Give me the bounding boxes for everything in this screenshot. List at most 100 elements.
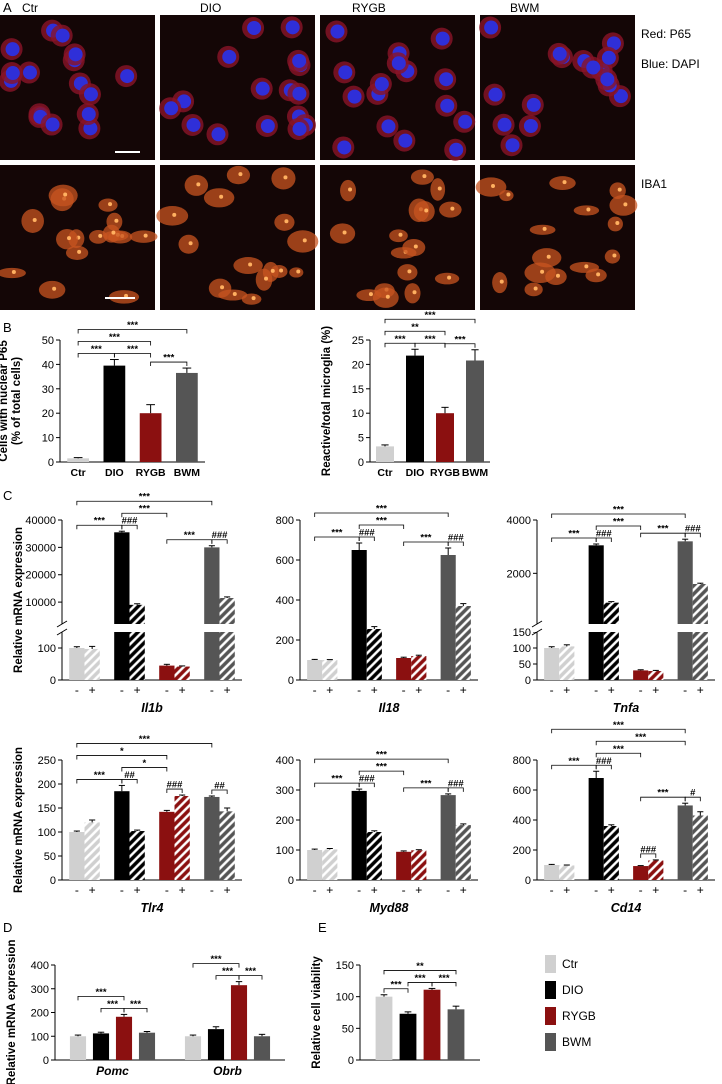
y-tick-label: 0 <box>50 675 56 687</box>
significance-label: *** <box>376 762 387 773</box>
significance-bracket <box>595 740 686 746</box>
significance-bracket <box>447 787 464 792</box>
x-tick-label: - <box>75 683 79 697</box>
microglia <box>48 184 78 207</box>
category-label: Pomc <box>96 1064 129 1078</box>
microglia <box>289 267 304 278</box>
microglia <box>609 182 626 199</box>
y-tick-label: 0 <box>50 875 56 887</box>
microglia-spot <box>279 268 284 273</box>
microglia-spot <box>188 241 193 246</box>
microglia-spot <box>617 187 622 192</box>
x-tick-label: - <box>357 883 361 897</box>
microglia-spot <box>232 292 237 297</box>
nucleus <box>247 20 262 35</box>
significance-label: *** <box>245 966 256 977</box>
y-tick-label: 400 <box>513 815 531 827</box>
significance-label: *** <box>376 516 387 527</box>
x-tick-label: + <box>460 683 467 697</box>
x-tick-label: - <box>210 883 214 897</box>
significance-label: *** <box>613 744 624 755</box>
microglia-spot <box>385 294 390 299</box>
microglia <box>21 208 44 233</box>
microglia-spot <box>264 276 269 281</box>
significance-label: ## <box>214 781 225 792</box>
bar <box>406 355 424 462</box>
nucleus <box>435 31 450 46</box>
nucleus <box>398 133 413 148</box>
x-tick-label: - <box>683 883 687 897</box>
microglia <box>529 224 556 235</box>
microglia-spot <box>499 279 504 284</box>
axis-break <box>57 624 247 632</box>
legend-swatch <box>545 955 556 973</box>
microglia-spot <box>584 264 589 269</box>
y-tick-label: 150 <box>336 960 354 972</box>
x-axis-label: Tlr4 <box>141 901 164 915</box>
significance-label: ### <box>359 528 376 539</box>
x-tick-label: + <box>134 683 141 697</box>
microglia <box>178 234 199 254</box>
bar <box>603 602 619 680</box>
category-label: Obrb <box>213 1064 242 1078</box>
microglia-spot <box>348 187 353 192</box>
microglia-spot <box>450 206 455 211</box>
microglia-spot <box>143 233 148 238</box>
nucleus <box>381 119 396 134</box>
bar <box>103 365 126 462</box>
y-tick-label: 200 <box>276 815 294 827</box>
x-tick-label: + <box>179 883 186 897</box>
microglia-spot <box>52 286 57 291</box>
nucleus <box>449 142 464 157</box>
x-tick-label: + <box>326 683 333 697</box>
significance-label: ### <box>596 529 613 540</box>
microglia-spot <box>437 186 442 191</box>
x-tick-label: + <box>563 683 570 697</box>
channel-label: Blue: DAPI <box>641 57 700 71</box>
significance-bracket <box>595 764 612 770</box>
x-tick-label: - <box>313 683 317 697</box>
microglia <box>274 213 295 231</box>
microglia-spot <box>546 254 551 259</box>
microglia <box>524 262 556 284</box>
y-tick-label: 400 <box>276 595 294 607</box>
significance-label: *** <box>127 320 138 331</box>
significance-label: ### <box>122 516 139 527</box>
significance-label: *** <box>222 966 233 977</box>
microglia-spot <box>283 175 288 180</box>
microglia-spot <box>612 253 617 258</box>
axis-break <box>532 624 720 632</box>
significance-label: *** <box>95 987 106 998</box>
microglia-spot <box>32 217 37 222</box>
nucleus <box>5 42 20 57</box>
significance-label: ** <box>411 322 419 333</box>
bar <box>129 831 145 880</box>
microglia-spot <box>114 218 119 223</box>
bar <box>204 796 220 880</box>
microglia-spot <box>98 233 103 238</box>
microglia-spot <box>296 269 301 274</box>
microglia-spot <box>398 232 403 237</box>
significance-label: *** <box>635 732 646 743</box>
bar <box>174 666 190 680</box>
nucleus <box>164 101 179 116</box>
nucleus <box>606 36 621 51</box>
y-tick-label: 600 <box>276 555 294 567</box>
bar <box>436 413 454 462</box>
significance-label: ### <box>640 844 657 855</box>
nucleus <box>292 121 307 136</box>
significance-bracket <box>150 361 188 367</box>
microglia-spot <box>506 192 511 197</box>
bar <box>114 791 130 880</box>
significance-label: ## <box>124 770 135 781</box>
significance-label: *** <box>163 353 174 364</box>
microglia <box>410 169 434 185</box>
bar <box>129 604 145 680</box>
bar <box>219 811 235 880</box>
x-tick-label: - <box>683 683 687 697</box>
column-label: DIO <box>200 1 221 15</box>
significance-bracket <box>76 500 213 506</box>
x-tick-label: + <box>697 683 704 697</box>
bar <box>375 996 393 1060</box>
